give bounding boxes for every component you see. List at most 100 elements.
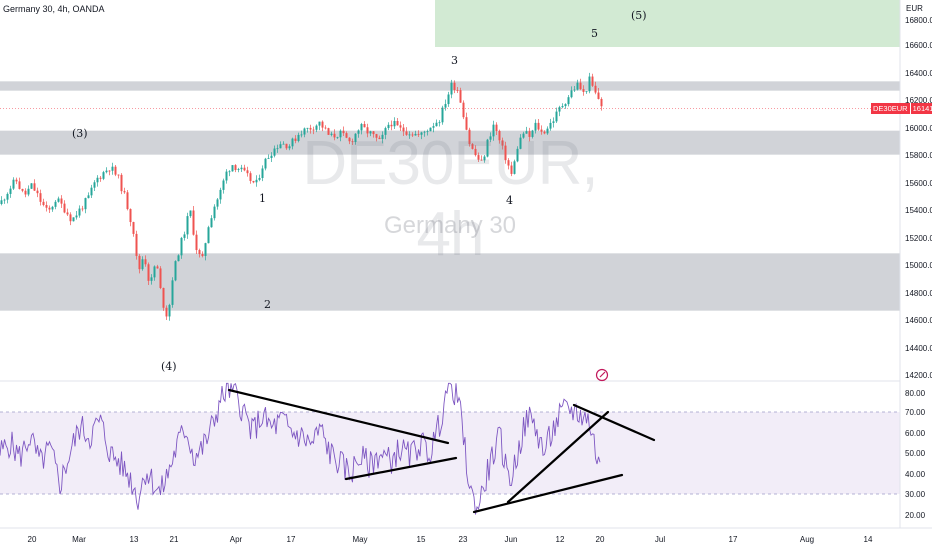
candle-body: [495, 124, 498, 131]
time-tick: Aug: [800, 535, 814, 544]
candle-body: [282, 143, 285, 145]
candle-body: [192, 210, 195, 235]
candle-body: [45, 205, 48, 208]
candle-body: [420, 132, 423, 135]
price-tick: 15800.0: [905, 151, 932, 160]
candle-body: [348, 137, 351, 142]
rsi-tick: 50.00: [905, 449, 926, 458]
candle-body: [195, 234, 198, 251]
candle-body: [600, 98, 603, 107]
candle-body: [396, 120, 399, 126]
rsi-trendline-upper-1[interactable]: [227, 388, 450, 445]
candle-body: [411, 134, 414, 136]
rsi-line: [0, 382, 601, 515]
candle-body: [57, 198, 60, 202]
candle-body: [564, 104, 567, 107]
candle-body: [573, 89, 576, 91]
candle-body: [60, 198, 63, 204]
candle-body: [366, 127, 369, 134]
candle-body: [267, 157, 270, 159]
candle-body: [357, 130, 360, 134]
wave-label[interactable]: 1: [259, 192, 266, 205]
candle-body: [429, 127, 432, 132]
candle-body: [444, 104, 447, 108]
candle-body: [39, 193, 42, 202]
candle-body: [414, 133, 417, 136]
candle-body: [216, 199, 219, 207]
rsi-trendline-lower-1[interactable]: [344, 456, 458, 481]
candle-body: [327, 128, 330, 135]
candle-body: [36, 190, 39, 194]
candle-body: [222, 180, 225, 190]
candle-body: [372, 131, 375, 135]
candle-body: [501, 140, 504, 146]
wave-label[interactable]: (5): [631, 9, 647, 22]
rsi-trendlines[interactable]: [227, 388, 656, 514]
candlestick-series: [0, 72, 603, 321]
currency-label: EUR: [906, 4, 923, 13]
candle-body: [198, 250, 201, 255]
candle-body: [312, 129, 315, 131]
candle-body: [159, 268, 162, 288]
candle-body: [270, 155, 273, 158]
candle-body: [456, 90, 459, 91]
candle-body: [417, 133, 420, 135]
candle-body: [66, 212, 69, 215]
candle-body: [513, 161, 516, 174]
wave-label[interactable]: (3): [72, 127, 88, 140]
candle-body: [447, 94, 450, 105]
candle-body: [483, 156, 486, 161]
rsi-tick: 80.00: [905, 389, 926, 398]
candle-body: [393, 120, 396, 127]
alert-icon[interactable]: [595, 368, 609, 382]
candle-body: [30, 183, 33, 189]
wave-label[interactable]: 4: [506, 194, 513, 207]
candle-body: [309, 127, 312, 130]
rsi-trendline-lower-2[interactable]: [472, 473, 624, 514]
chart-title[interactable]: Germany 30, 4h, OANDA: [3, 4, 105, 14]
candle-body: [525, 131, 528, 134]
candle-body: [498, 130, 501, 141]
candle-body: [471, 144, 474, 149]
candle-body: [132, 222, 135, 234]
candle-body: [72, 217, 75, 222]
support-resistance-zones: [0, 81, 900, 311]
wave-label[interactable]: 5: [591, 27, 598, 40]
candle-body: [546, 128, 549, 134]
candle-body: [63, 203, 66, 213]
last-price-badge[interactable]: DE30EUR 16141.1: [871, 103, 932, 114]
candle-body: [315, 125, 318, 130]
candle-body: [390, 124, 393, 127]
candle-body: [207, 227, 210, 244]
price-tick: 14200.0: [905, 371, 932, 380]
candle-body: [54, 201, 57, 207]
candle-body: [33, 183, 36, 191]
rsi-trendline-rising[interactable]: [506, 410, 610, 504]
price-zone: [0, 253, 900, 311]
price-tick: 14400.0: [905, 344, 932, 353]
wave-labels[interactable]: (3) (4) 1 2 3 4 5 (5): [72, 9, 647, 373]
candle-body: [591, 76, 594, 86]
candle-body: [516, 148, 519, 162]
candle-body: [450, 82, 453, 95]
price-tick: 16200.0: [905, 96, 932, 105]
candle-body: [6, 193, 9, 200]
candle-body: [528, 131, 531, 137]
price-scale[interactable]: 16800.0 16600.0 16400.0 16200.0 16000.0 …: [905, 16, 932, 380]
candle-body: [489, 136, 492, 140]
wave-label[interactable]: 3: [451, 54, 458, 67]
candle-body: [0, 200, 3, 204]
rsi-trendline-upper-2[interactable]: [572, 403, 656, 442]
candle-body: [576, 82, 579, 90]
wave-label[interactable]: 2: [264, 298, 271, 311]
candle-body: [570, 90, 573, 98]
time-axis[interactable]: 20 Mar 13 21 Apr 17 May 15 23 Jun 12 20 …: [28, 535, 873, 544]
candle-body: [384, 128, 387, 135]
candle-body: [9, 188, 12, 194]
rsi-tick: 40.00: [905, 470, 926, 479]
time-tick: Mar: [72, 535, 86, 544]
wave-label[interactable]: (4): [161, 360, 177, 373]
candle-body: [330, 133, 333, 135]
rsi-scale[interactable]: 80.00 70.00 60.00 50.00 40.00 30.00 20.0…: [905, 389, 926, 520]
